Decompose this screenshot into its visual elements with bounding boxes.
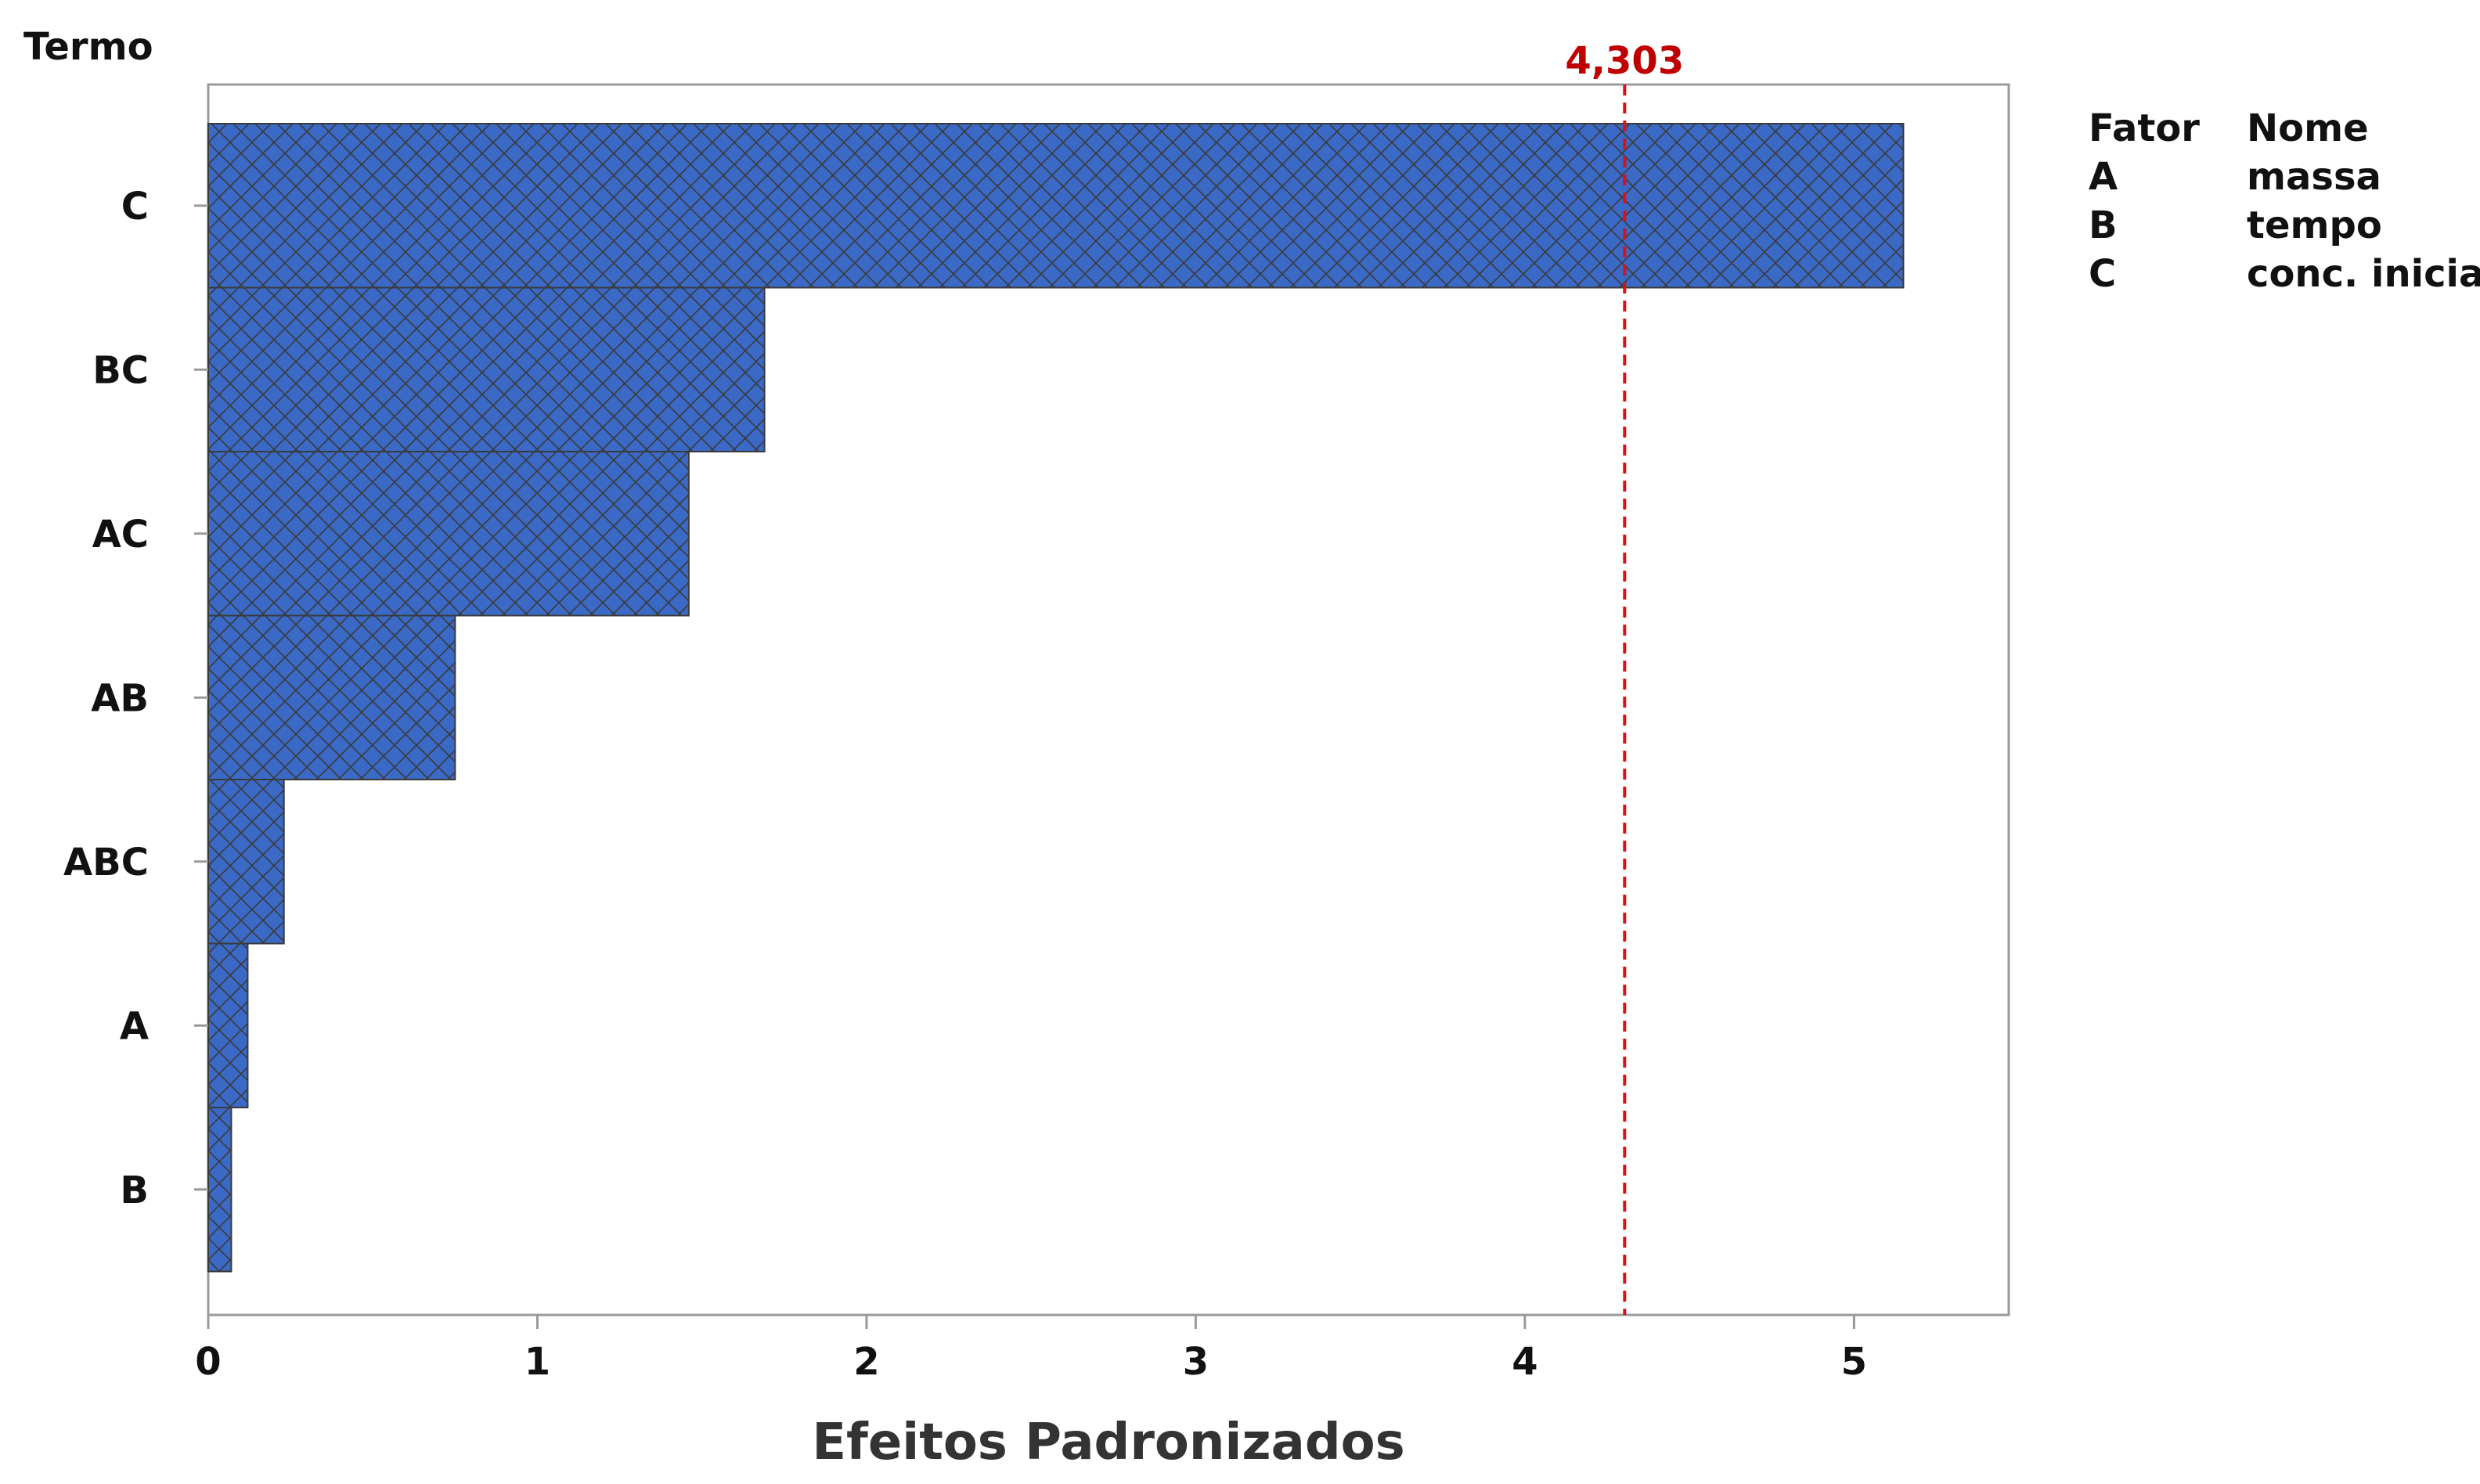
legend-factor-a: A <box>2089 155 2118 199</box>
y-tick-label-ab: AB <box>91 676 149 720</box>
legend-header-factor: Fator <box>2089 106 2200 150</box>
bar-b <box>207 1107 232 1273</box>
bar-abc <box>207 779 285 945</box>
legend-factor-c: C <box>2089 252 2116 296</box>
bar-bc <box>207 286 766 452</box>
reference-line-label: 4,303 <box>1565 39 1684 83</box>
legend-name-b: tempo <box>2247 204 2382 247</box>
y-tick-label-a: A <box>120 1004 149 1048</box>
bar-ab <box>207 614 456 780</box>
legend-header-name: Nome <box>2247 106 2369 150</box>
x-axis-title: Efeitos Padronizados <box>812 1414 1404 1471</box>
y-tick-label-abc: ABC <box>63 841 149 884</box>
factor-legend: Fator Nome A massa B tempo C conc. inici… <box>2089 106 2480 296</box>
bar-ac <box>207 451 690 617</box>
y-axis-title: Termo <box>23 25 153 69</box>
x-axis: 0 1 2 3 4 5 <box>195 1315 1867 1384</box>
legend-name-c: conc. inicial <box>2247 252 2480 296</box>
x-tick-label-1: 1 <box>524 1340 550 1384</box>
y-tick-label-bc: BC <box>92 348 149 392</box>
x-tick-label-2: 2 <box>853 1340 879 1384</box>
y-tick-label-c: C <box>121 185 149 229</box>
bars-group <box>207 123 1905 1273</box>
legend-name-a: massa <box>2247 155 2381 199</box>
y-tick-label-b: B <box>120 1169 149 1212</box>
x-tick-label-5: 5 <box>1841 1340 1867 1384</box>
bar-c <box>207 123 1905 289</box>
y-tick-label-ac: AC <box>92 513 149 556</box>
legend-factor-b: B <box>2089 204 2118 247</box>
x-tick-label-4: 4 <box>1512 1340 1537 1384</box>
x-tick-label-3: 3 <box>1183 1340 1209 1384</box>
bar-a <box>207 942 249 1108</box>
x-tick-label-0: 0 <box>195 1340 221 1384</box>
